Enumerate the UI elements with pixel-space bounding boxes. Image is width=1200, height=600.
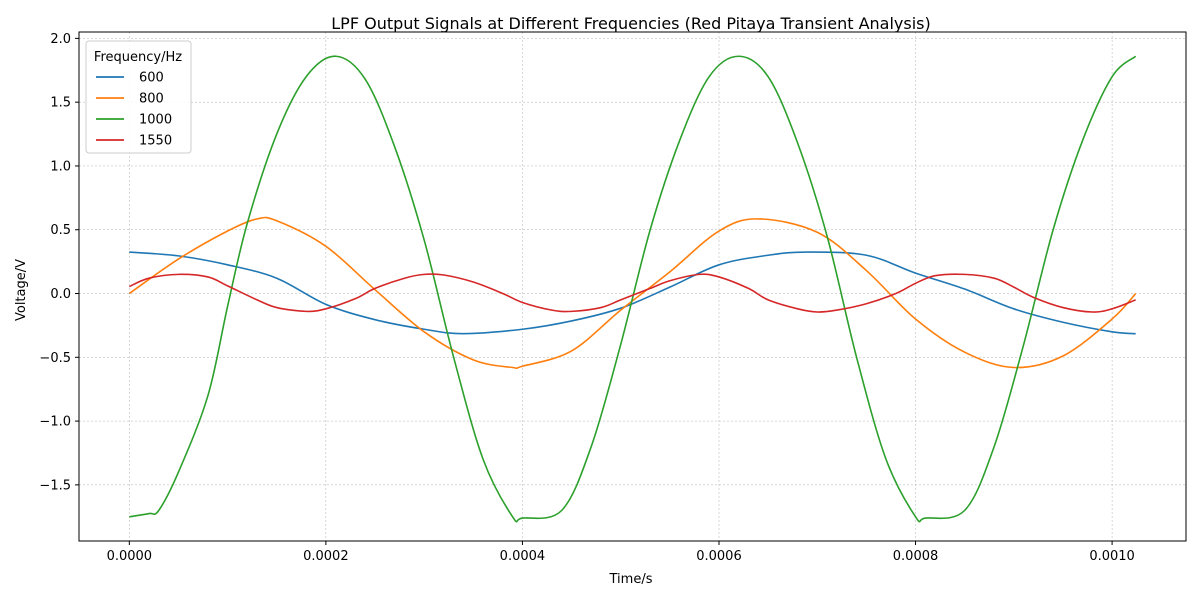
y-tick-label: −1.5 <box>39 478 71 493</box>
y-tick-label: −1.0 <box>39 415 71 430</box>
y-tick-label: 0.5 <box>50 223 71 238</box>
series-line-1000 <box>129 55 1137 523</box>
x-tick-label: 0.0000 <box>107 549 153 564</box>
chart-title: LPF Output Signals at Different Frequenc… <box>331 14 931 33</box>
x-tick-label: 0.0008 <box>893 549 939 564</box>
x-axis: 0.0000 0.0002 0.0004 0.0006 0.0008 0.0010 <box>107 541 1135 564</box>
y-tick-label: 1.5 <box>50 96 71 111</box>
legend-label-600: 600 <box>139 71 164 86</box>
legend-label-1550: 1550 <box>139 134 172 149</box>
legend-title: Frequency/Hz <box>94 50 182 65</box>
x-tick-label: 0.0010 <box>1089 549 1135 564</box>
x-tick-label: 0.0006 <box>696 549 742 564</box>
legend: Frequency/Hz 600 800 1000 1550 <box>85 40 192 154</box>
x-tick-label: 0.0004 <box>500 549 546 564</box>
x-axis-label: Time/s <box>609 572 653 587</box>
legend-box <box>85 40 192 154</box>
y-tick-label: −0.5 <box>39 351 71 366</box>
y-tick-label: 2.0 <box>50 32 71 47</box>
grid <box>79 32 1186 541</box>
y-axis-label: Voltage/V <box>14 259 29 321</box>
series-line-600 <box>129 251 1136 335</box>
y-tick-label: 1.0 <box>50 159 71 174</box>
series-line-1550 <box>128 273 1136 313</box>
series-layer <box>128 55 1137 523</box>
x-tick-label: 0.0002 <box>303 549 349 564</box>
y-tick-label: 0.0 <box>50 287 71 302</box>
legend-label-1000: 1000 <box>139 113 172 128</box>
legend-label-800: 800 <box>139 92 164 107</box>
plot-frame <box>78 31 1187 542</box>
series-line-800 <box>128 216 1137 370</box>
y-axis: −1.5 −1.0 −0.5 0.0 0.5 1.0 1.5 2.0 <box>39 32 79 493</box>
